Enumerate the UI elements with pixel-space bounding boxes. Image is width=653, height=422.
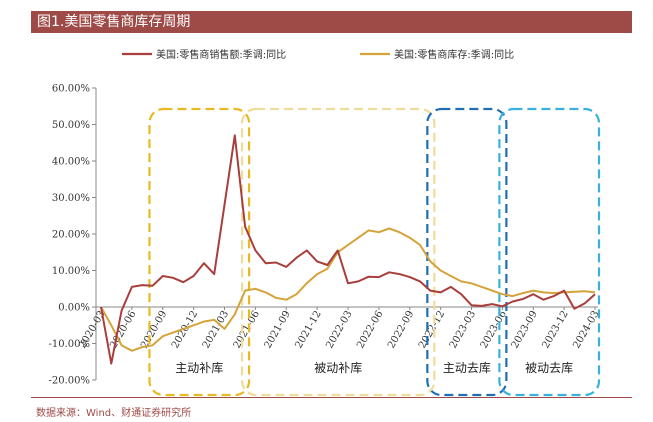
- x-tick-label: 2024-03: [571, 309, 601, 350]
- phase-box-active-restock-label: 主动补库: [175, 360, 223, 375]
- phase-box-passive-restock-label: 被动补库: [314, 360, 362, 375]
- y-tick-label: 10.00%: [52, 266, 90, 277]
- x-tick-label: 2021-06: [232, 309, 262, 350]
- y-tick-label: 20.00%: [52, 230, 90, 241]
- x-tick-label: 2022-12: [417, 309, 447, 350]
- x-tick-label: 2022-03: [324, 309, 354, 350]
- y-tick-label: 50.00%: [52, 120, 90, 131]
- chart-title: 图1.美国零售商库存周期: [37, 14, 191, 30]
- phase-box-active-destock-label: 主动去库: [443, 360, 491, 375]
- y-tick-label: 30.00%: [52, 193, 90, 204]
- bottom-rule: [31, 397, 632, 398]
- source-note: 数据来源：Wind、财通证券研究所: [36, 408, 192, 419]
- x-tick-label: 2021-09: [263, 309, 293, 350]
- legend-item-inventory-label: 美国:零售商库存:季调:同比: [394, 48, 514, 61]
- phase-box-active-restock: [148, 107, 251, 397]
- legend-item-sales-label: 美国:零售商销售额:季调:同比: [156, 48, 286, 61]
- phase-box-passive-restock: [240, 107, 436, 397]
- x-tick-label: 2021-03: [201, 309, 231, 350]
- series-line-sales: [100, 134, 596, 365]
- series-line-inventory: [100, 227, 596, 352]
- phase-box-passive-destock: [498, 107, 601, 397]
- x-tick-label: 2023-12: [540, 309, 570, 350]
- y-tick-label: -10.00%: [48, 339, 90, 350]
- x-tick-label: 2023-06: [479, 309, 509, 350]
- phase-box-passive-destock-label: 被动去库: [525, 360, 573, 375]
- y-tick-label: 0.00%: [58, 303, 90, 314]
- y-tick-label: -20.00%: [48, 376, 90, 387]
- phase-box-active-destock: [426, 107, 508, 397]
- y-tick-label: 60.00%: [52, 84, 90, 95]
- x-tick-label: 2020-12: [170, 309, 200, 350]
- y-tick-label: 40.00%: [52, 157, 90, 168]
- x-tick-label: 2022-09: [386, 309, 416, 350]
- x-tick-label: 2021-12: [293, 309, 323, 350]
- chart-title-bar: 图1.美国零售商库存周期: [31, 11, 632, 33]
- x-tick-label: 2022-06: [355, 309, 385, 350]
- x-tick-label: 2023-03: [448, 309, 478, 350]
- x-tick-label: 2023-09: [510, 309, 540, 350]
